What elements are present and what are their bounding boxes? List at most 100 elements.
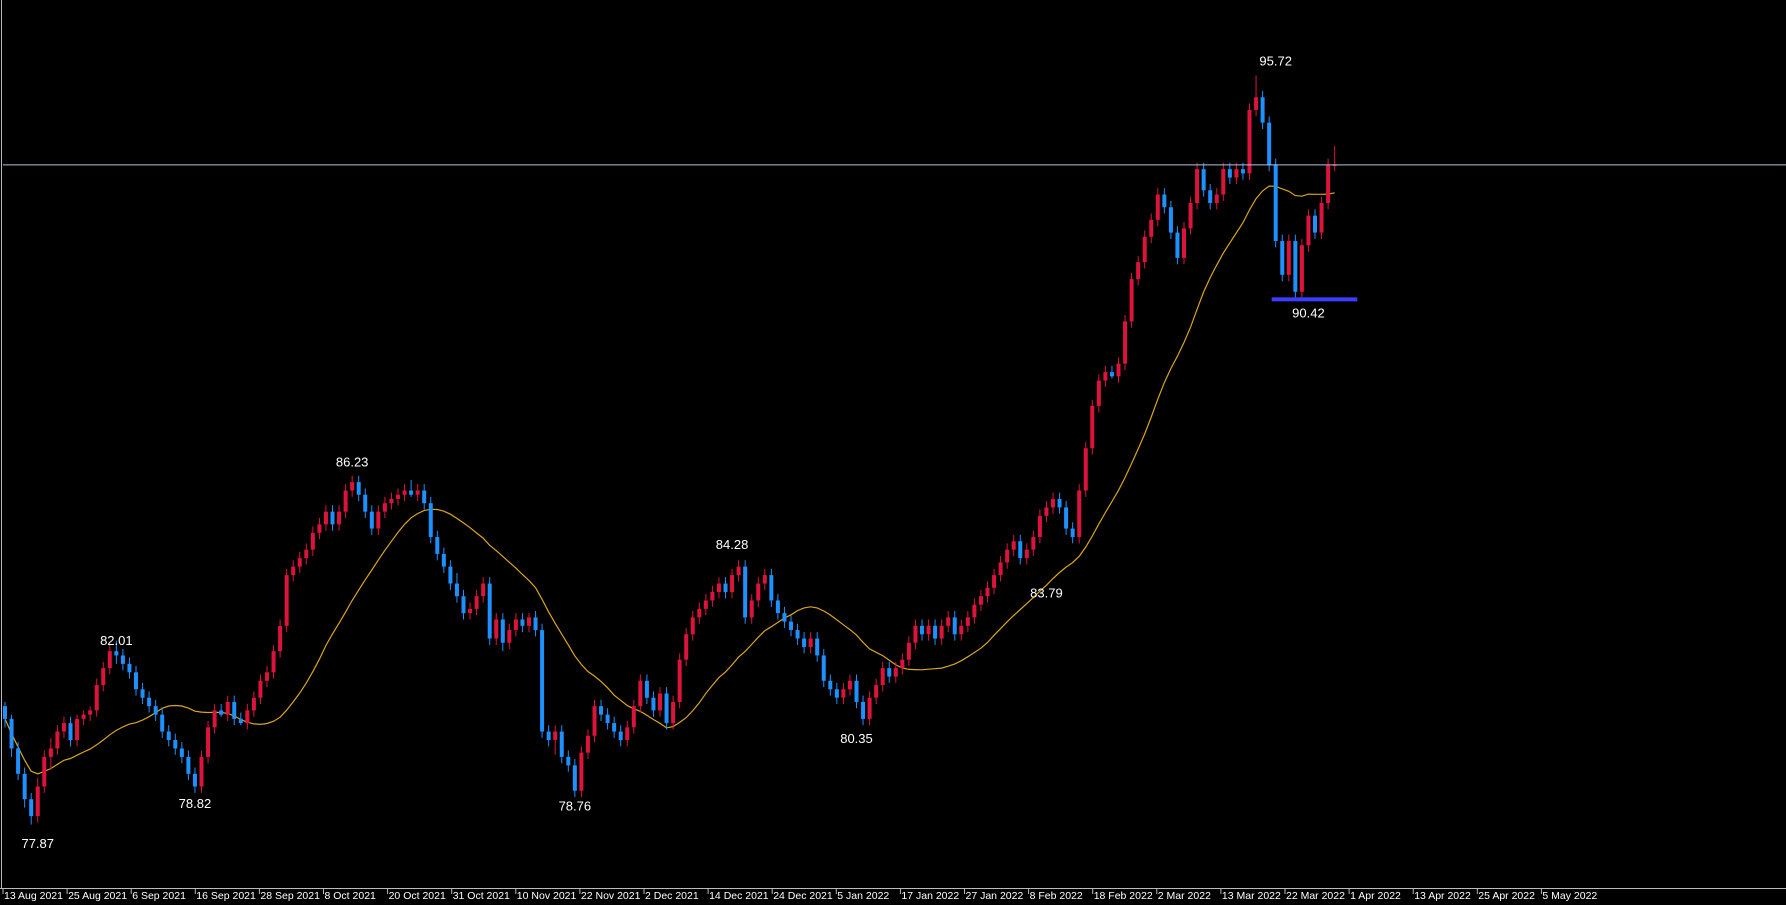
candle-body (1142, 236, 1147, 263)
candle (1051, 492, 1055, 514)
candle (762, 568, 767, 590)
candle-body (422, 490, 427, 504)
candle (946, 611, 951, 633)
candle (461, 589, 466, 620)
candle (815, 632, 820, 662)
candle-body (1227, 169, 1232, 178)
candle (677, 653, 682, 709)
candle-body (1083, 448, 1088, 491)
candle (1299, 238, 1304, 300)
candle (985, 581, 990, 603)
candle-body (212, 710, 217, 728)
candle-body (880, 668, 885, 686)
candle (435, 530, 440, 561)
candle (81, 710, 86, 726)
candle (1155, 188, 1160, 227)
candle (1332, 145, 1337, 172)
candle (1221, 162, 1226, 201)
candle (1234, 162, 1239, 184)
candle-body (821, 655, 826, 681)
candle-body (1149, 219, 1154, 237)
candle-body (219, 710, 224, 715)
candle (206, 720, 211, 764)
candle-body (3, 706, 7, 719)
x-tick-label: 14 Dec 2021 (709, 890, 769, 902)
candle-body (585, 735, 590, 753)
candle (789, 615, 793, 637)
candle (507, 623, 512, 650)
candle-body (1306, 215, 1311, 246)
candle-body (173, 740, 178, 749)
candle-body (847, 680, 852, 690)
candle (684, 627, 689, 666)
candle (22, 767, 27, 808)
candle-body (1077, 490, 1082, 538)
candle-body (1155, 194, 1160, 220)
candle-body (251, 697, 256, 711)
candle-body (959, 625, 964, 635)
candle-body (35, 786, 40, 817)
candle-body (769, 575, 774, 601)
candle-body (507, 630, 512, 643)
candle (225, 695, 230, 721)
x-tick-label: 13 Apr 2022 (1414, 890, 1471, 902)
x-tick-label: 22 Nov 2021 (581, 890, 641, 902)
candle-body (789, 621, 793, 631)
candle (173, 733, 178, 755)
candle-body (101, 668, 106, 686)
candle-body (513, 619, 518, 631)
candle-body (474, 596, 479, 609)
candle-body (1319, 202, 1324, 233)
time-axis-ticks: 13 Aug 2021 25 Aug 2021 6 Sep 2021 16 Sep 2… (2, 888, 1597, 902)
candle-body (965, 617, 970, 626)
candle (186, 750, 191, 781)
candle (572, 759, 577, 798)
candle-body (160, 714, 165, 732)
candle (48, 737, 53, 770)
x-tick-label: 22 Mar 2022 (1286, 890, 1345, 902)
candle (3, 701, 7, 728)
candle (1031, 530, 1036, 557)
candle-body (1313, 215, 1317, 233)
candle-body (1280, 241, 1285, 275)
candle (88, 706, 93, 721)
candle-body (874, 685, 879, 698)
candle-body (55, 731, 60, 749)
candle-body (396, 494, 400, 499)
candle (396, 488, 400, 506)
candle-body (468, 608, 473, 614)
candle (278, 619, 283, 658)
candle (1109, 365, 1114, 379)
candle-body (1254, 97, 1259, 110)
candle (1044, 501, 1049, 523)
candle (468, 602, 473, 620)
candle-body (939, 625, 944, 639)
candle-body (1096, 380, 1101, 406)
candle (736, 560, 741, 582)
candle (906, 636, 911, 666)
candle (1018, 534, 1023, 565)
candle-body (1136, 262, 1141, 280)
candle-body (487, 583, 492, 639)
candle (1267, 116, 1272, 172)
candle (743, 560, 748, 624)
candle-body (978, 596, 983, 605)
candle (55, 725, 60, 755)
candle-body (553, 731, 558, 740)
candle (867, 691, 872, 726)
candle (533, 611, 538, 637)
candle (638, 674, 643, 713)
candle (500, 613, 505, 652)
candle-body (900, 659, 905, 669)
candle-body (323, 511, 328, 525)
candle (166, 725, 171, 747)
price-annotation: 90.42 (1292, 305, 1325, 320)
candle-body (677, 659, 682, 702)
candle-body (94, 685, 99, 711)
candle-body (854, 680, 859, 702)
candle-body (68, 723, 73, 740)
candle (428, 496, 433, 544)
candle-body (644, 680, 649, 698)
candle (795, 623, 800, 645)
candle-body (697, 608, 702, 618)
